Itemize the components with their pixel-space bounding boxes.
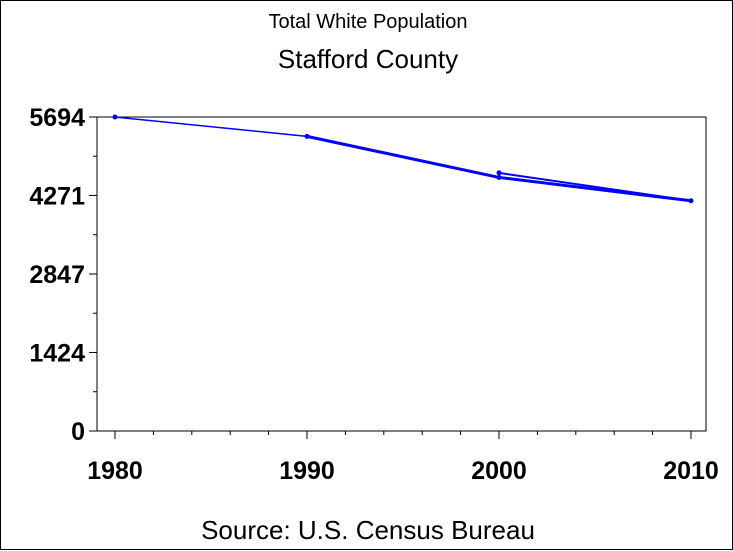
- data-point: [304, 133, 310, 139]
- series-line-segment: [305, 134, 501, 179]
- y-tick-label: 4271: [29, 182, 85, 210]
- y-tick-label: 0: [71, 418, 85, 446]
- x-tick-label: 2000: [471, 457, 527, 485]
- data-point: [496, 174, 502, 180]
- series-line-segment: [498, 171, 692, 202]
- y-tick-label: 1424: [29, 339, 85, 367]
- data-point: [112, 114, 118, 120]
- chart-source-footnote: Source: U.S. Census Bureau: [201, 515, 535, 545]
- y-tick-label: 2847: [29, 261, 85, 289]
- y-tick-label: 5694: [29, 104, 85, 132]
- x-tick-label: 1980: [87, 457, 143, 485]
- chart-subtitle: Stafford County: [278, 44, 458, 74]
- x-tick-label: 2010: [663, 457, 719, 485]
- series-line-segment: [114, 116, 308, 138]
- plot-frame: [96, 116, 707, 432]
- x-tick-label: 1990: [279, 457, 335, 485]
- plot-area: 0 1424 2847 4271 5694 1980 1990 2000 2010: [29, 104, 718, 485]
- chart-title: Total White Population: [268, 11, 467, 33]
